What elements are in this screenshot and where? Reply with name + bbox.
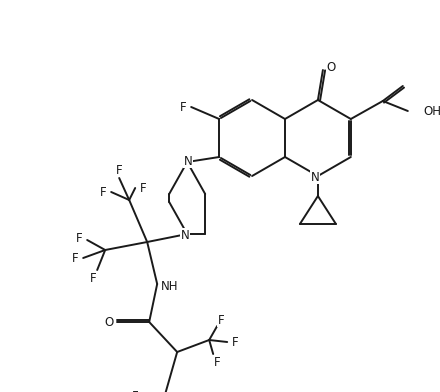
Text: N: N: [311, 171, 319, 183]
Text: F: F: [76, 232, 82, 245]
Text: F: F: [180, 100, 187, 114]
Text: O: O: [326, 60, 336, 74]
Text: F: F: [214, 356, 220, 368]
Text: N: N: [184, 154, 193, 167]
Text: F: F: [116, 163, 122, 176]
Text: F: F: [72, 252, 78, 265]
Text: F: F: [100, 185, 106, 198]
Text: F: F: [140, 181, 147, 194]
Text: F: F: [90, 272, 96, 285]
Text: F: F: [232, 336, 238, 348]
Text: OH: OH: [424, 105, 440, 118]
Text: O: O: [105, 316, 114, 330]
Text: N: N: [181, 229, 190, 241]
Text: NH: NH: [161, 279, 178, 292]
Text: F: F: [218, 314, 224, 327]
Text: F: F: [132, 390, 139, 392]
